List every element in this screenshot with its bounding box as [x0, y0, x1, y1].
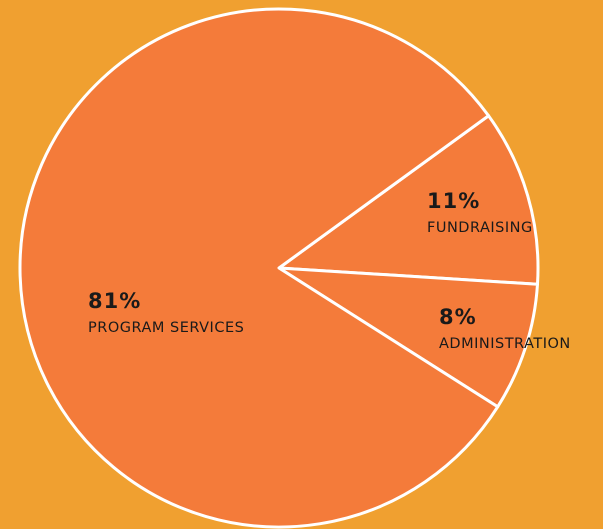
pie-slice — [18, 7, 500, 529]
slice-label: PROGRAM SERVICES — [88, 320, 244, 336]
slice-label: FUNDRAISING — [427, 220, 533, 236]
pie-slice — [277, 114, 540, 286]
pie-slice — [277, 266, 539, 409]
slice-label: ADMINISTRATION — [439, 336, 571, 352]
slice-value-label: 11% — [427, 189, 480, 213]
slice-value-label: 81% — [88, 289, 141, 313]
slice-value-label: 8% — [439, 305, 477, 329]
